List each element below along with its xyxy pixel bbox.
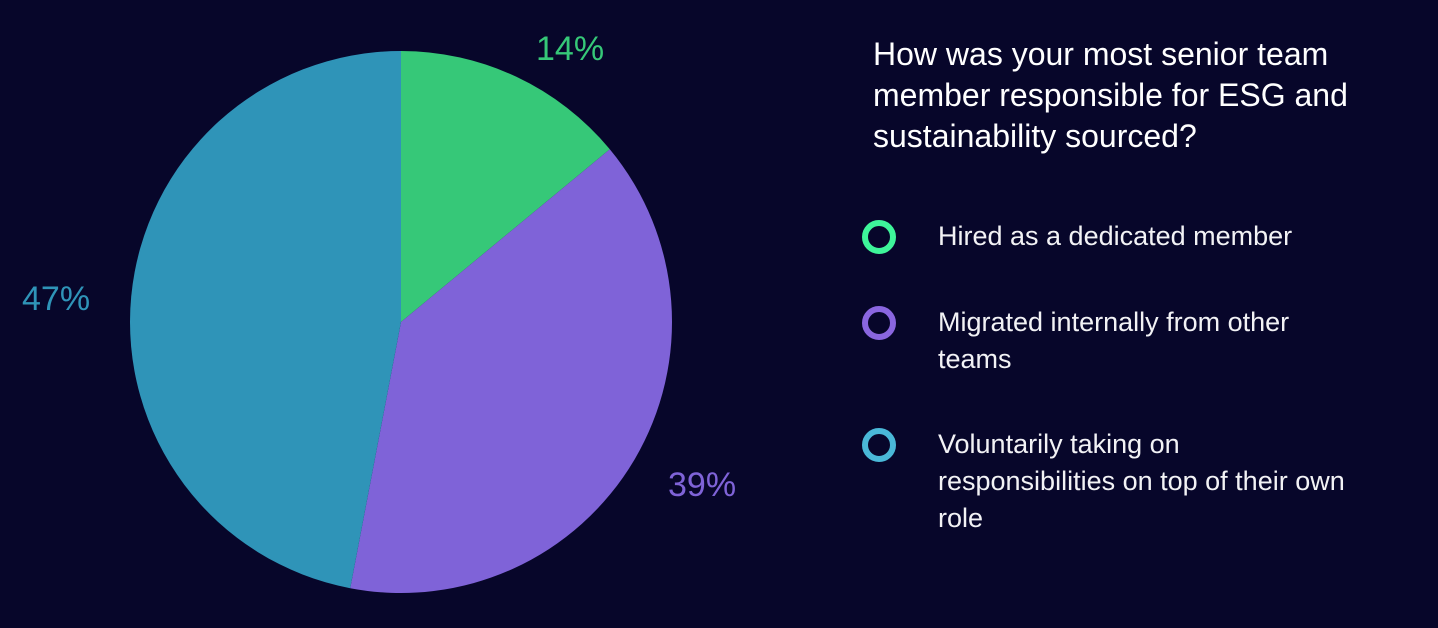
- data-label-voluntary: 47%: [22, 280, 91, 318]
- legend-label: Hired as a dedicated member: [938, 221, 1293, 251]
- legend-label: Voluntarily taking on responsibilities o…: [938, 429, 1345, 533]
- pie-chart: [130, 51, 672, 593]
- legend-item-migrated: Migrated internally from other teams: [862, 304, 1368, 378]
- data-label-hired: 14%: [536, 30, 605, 68]
- legend-ring-icon: [862, 428, 896, 462]
- legend-ring-icon: [862, 220, 896, 254]
- legend-item-hired: Hired as a dedicated member: [862, 218, 1378, 255]
- legend-ring-icon: [862, 306, 896, 340]
- legend-label: Migrated internally from other teams: [938, 307, 1290, 374]
- legend-item-voluntary: Voluntarily taking on responsibilities o…: [862, 426, 1358, 537]
- pie-slice-voluntary: [130, 51, 401, 589]
- chart-title: How was your most senior team member res…: [873, 36, 1348, 154]
- pie-slice-migrated: [350, 149, 672, 593]
- pie-slice-hired: [401, 51, 610, 322]
- data-label-migrated: 39%: [668, 466, 737, 504]
